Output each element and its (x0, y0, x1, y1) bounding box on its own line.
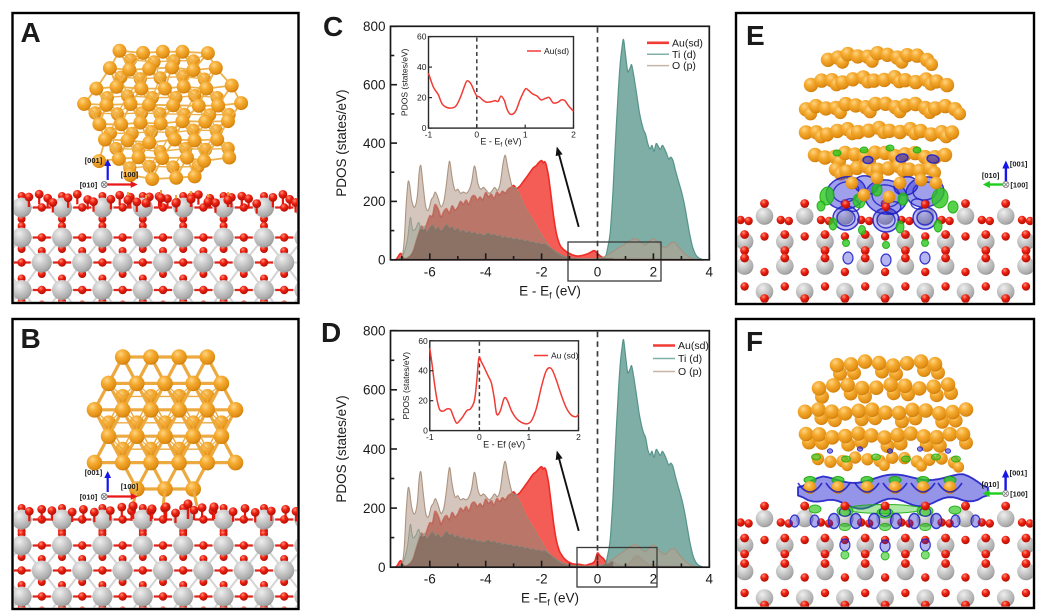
svg-text:E: E (746, 20, 765, 51)
svg-text:2: 2 (650, 572, 658, 587)
svg-text:-1: -1 (425, 130, 433, 140)
svg-text:0: 0 (477, 432, 482, 442)
svg-text:[001]: [001] (1010, 469, 1028, 478)
svg-text:[001]: [001] (85, 156, 103, 165)
svg-text:200: 200 (363, 194, 386, 209)
svg-text:4: 4 (706, 572, 714, 587)
svg-text:0: 0 (422, 123, 427, 133)
svg-text:[010]: [010] (982, 480, 1000, 489)
svg-text:PDOS (states/eV): PDOS (states/eV) (334, 395, 349, 502)
svg-text:PDOS (states/eV): PDOS (states/eV) (401, 352, 411, 420)
svg-text:200: 200 (363, 501, 386, 516)
svg-text:O (p): O (p) (672, 60, 696, 72)
svg-text:20: 20 (418, 396, 428, 406)
svg-text:PDOS (states/eV): PDOS (states/eV) (334, 89, 349, 196)
svg-text:D: D (321, 317, 341, 348)
svg-text:-4: -4 (480, 264, 492, 279)
svg-text:Au(sd): Au(sd) (678, 340, 709, 352)
svg-text:2: 2 (571, 130, 576, 140)
svg-text:Ti (d): Ti (d) (678, 353, 702, 365)
svg-text:600: 600 (363, 383, 386, 398)
svg-text:[010]: [010] (80, 181, 98, 190)
svg-text:Ti (d): Ti (d) (672, 49, 696, 61)
svg-text:0: 0 (423, 426, 428, 436)
svg-text:0: 0 (378, 560, 386, 575)
svg-text:-2: -2 (536, 572, 548, 587)
svg-text:-6: -6 (424, 572, 436, 587)
svg-text:[001]: [001] (85, 468, 103, 477)
svg-text:[010]: [010] (982, 171, 1000, 180)
svg-text:0: 0 (474, 130, 479, 140)
svg-text:2: 2 (576, 432, 581, 442)
svg-text:400: 400 (363, 442, 386, 457)
svg-text:[010]: [010] (80, 493, 98, 502)
svg-text:A: A (21, 17, 41, 48)
svg-text:2: 2 (650, 264, 658, 279)
svg-text:60: 60 (418, 336, 428, 346)
svg-text:400: 400 (363, 136, 386, 151)
svg-text:800: 800 (363, 324, 386, 339)
svg-text:800: 800 (363, 19, 386, 34)
svg-text:[100]: [100] (1010, 490, 1028, 499)
svg-text:0: 0 (378, 253, 386, 268)
svg-text:1: 1 (523, 130, 528, 140)
svg-text:E - Ef (eV): E - Ef (eV) (519, 284, 581, 301)
svg-text:E - Ef (eV): E - Ef (eV) (480, 137, 521, 149)
svg-text:Au(sd): Au(sd) (672, 37, 703, 49)
svg-text:[100]: [100] (1010, 181, 1028, 190)
svg-text:4: 4 (706, 264, 714, 279)
svg-text:E - Ef (eV): E - Ef (eV) (483, 440, 525, 450)
svg-text:PDOS (states/eV): PDOS (states/eV) (400, 48, 410, 116)
svg-text:20: 20 (417, 93, 427, 103)
svg-text:0: 0 (594, 264, 602, 279)
svg-text:-2: -2 (536, 264, 548, 279)
svg-text:[100]: [100] (121, 170, 139, 179)
svg-text:Au (sd): Au (sd) (551, 351, 579, 361)
svg-text:60: 60 (417, 32, 427, 42)
svg-text:40: 40 (418, 366, 428, 376)
svg-text:600: 600 (363, 78, 386, 93)
svg-text:Au(sd): Au(sd) (544, 46, 569, 56)
svg-text:0: 0 (594, 572, 602, 587)
svg-text:C: C (323, 11, 343, 42)
svg-text:F: F (746, 326, 763, 357)
svg-text:B: B (21, 323, 41, 354)
svg-text:-6: -6 (424, 264, 436, 279)
svg-text:E -Ef (eV): E -Ef (eV) (521, 591, 579, 608)
svg-text:[100]: [100] (121, 482, 139, 491)
svg-text:1: 1 (527, 432, 532, 442)
svg-text:O (p): O (p) (678, 366, 702, 378)
svg-text:-1: -1 (426, 432, 434, 442)
svg-text:40: 40 (417, 62, 427, 72)
svg-text:[001]: [001] (1010, 160, 1028, 169)
svg-text:-4: -4 (480, 572, 492, 587)
